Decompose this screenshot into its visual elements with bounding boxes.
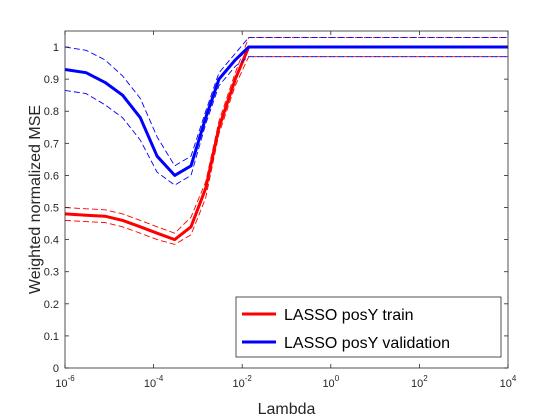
series-train-line — [64, 45, 508, 242]
axes-layer — [64, 30, 509, 369]
y-tick-label: 0.3 — [44, 267, 59, 279]
y-tick-label: 0.7 — [44, 138, 59, 150]
x-tick-label: 10-4 — [144, 374, 164, 390]
y-tick-label: 1 — [53, 42, 59, 54]
series-validation-upper-bound — [64, 36, 508, 167]
legend: LASSO posY train LASSO posY validation — [235, 296, 502, 358]
legend-label-train: LASSO posY train — [284, 307, 414, 324]
y-tick-label: 0.6 — [44, 170, 59, 182]
series-validation-line — [64, 45, 508, 177]
x-tick-label: 102 — [411, 374, 428, 390]
series-train-upper-bound — [64, 36, 508, 234]
y-tick-label: 0.8 — [44, 106, 59, 118]
x-tick-label: 10-2 — [233, 374, 253, 390]
legend-label-validation: LASSO posY validation — [284, 335, 450, 352]
series-layer — [64, 36, 508, 245]
y-tick-label: 0.2 — [44, 299, 59, 311]
y-tick-label: 0.1 — [44, 331, 59, 343]
x-tick-label: 104 — [500, 374, 517, 390]
y-tick-label: 0.5 — [44, 203, 59, 215]
axes-frame — [64, 30, 509, 369]
y-tick-label: 0.4 — [44, 235, 59, 247]
x-axis-label: Lambda — [258, 401, 316, 418]
y-tick-label: 0.9 — [44, 74, 59, 86]
y-tick-label: 0 — [53, 363, 59, 375]
x-tick-label: 100 — [322, 374, 339, 390]
series-validation-lower-bound — [64, 56, 508, 186]
series-train-lower-bound — [64, 56, 508, 245]
y-axis-label: Weighted normalized MSE — [27, 105, 44, 294]
ticks-layer: 0 0.1 0.2 0.3 0.4 0.5 0.6 0.7 0.8 0.9 1 10-6 10-4 10-… — [44, 31, 517, 390]
legend-box — [235, 296, 502, 358]
x-tick-label: 10-6 — [55, 374, 75, 390]
